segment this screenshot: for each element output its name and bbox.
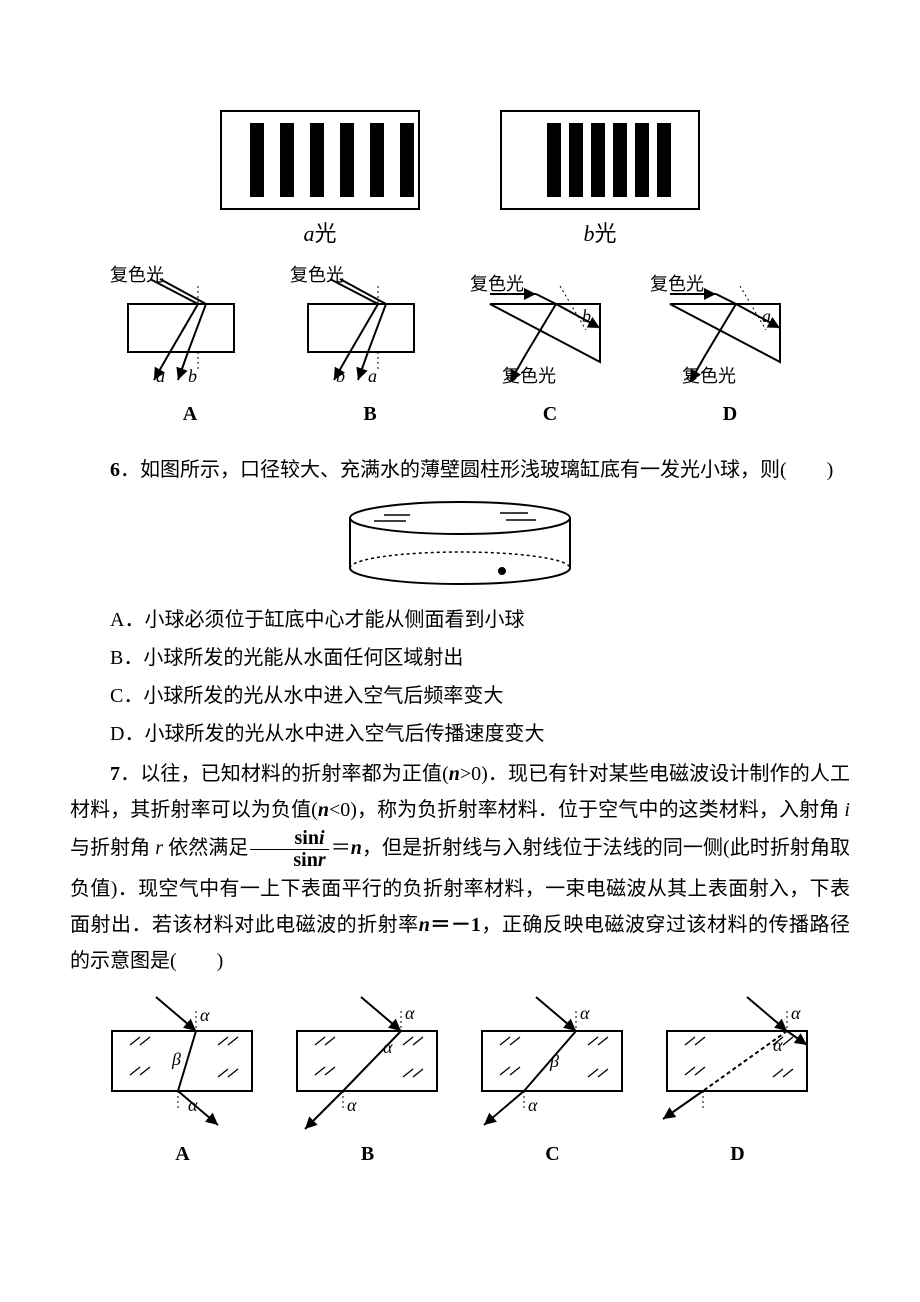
q7-text: 7．以往，已知材料的折射率都为正值(n>0)．现已有针对某些电磁波设计制作的人工… [70,756,850,979]
q5-svg-B: 复色光ba [290,264,450,394]
q7-svg-D: αα [655,989,820,1134]
svg-text:α: α [200,1005,210,1025]
q7-svg-A: α β α [100,989,265,1134]
fringe-a-cn: 光 [314,221,336,246]
svg-text:β: β [549,1051,559,1071]
fringe-a-caption: a光 [303,214,336,254]
q6-figure [70,498,850,588]
q5-label-C: C [543,396,557,432]
svg-text:α: α [580,1003,590,1023]
q7-label-B: B [361,1136,374,1172]
q5-option-B: 复色光ba B [290,264,450,432]
q5-label-A: A [183,396,197,432]
svg-text:a: a [156,366,165,386]
q6-opt-C: C．小球所发的光从水中进入空气后频率变大 [70,678,850,714]
q5-svg-A: 复色光ab [110,264,270,394]
svg-text:复色光: 复色光 [682,366,736,386]
fringe-b: b光 [500,110,700,254]
q5-option-A: 复色光ab A [110,264,270,432]
svg-text:α: α [791,1003,801,1023]
q5-svg-C: 复色光 b 复色光 [470,264,630,394]
q7-options-row: αβα A ααα B αβα C αα D [70,989,850,1172]
q5-svg-D: 复色光 a 复色光 [650,264,810,394]
svg-text:β: β [171,1049,181,1069]
fringe-b-caption: b光 [583,214,616,254]
svg-text:α: α [347,1095,357,1115]
svg-text:复色光: 复色光 [650,274,704,294]
svg-text:a: a [368,366,377,386]
q5-fringe-row: a光 b光 [70,110,850,254]
q6-cylinder-svg [330,498,590,588]
q6-body: ．如图所示，口径较大、充满水的薄壁圆柱形浅玻璃缸底有一发光小球，则( ) [120,459,833,481]
svg-text:a: a [762,306,771,326]
q7-option-A: α β α A [100,989,265,1172]
svg-text:b: b [582,306,591,326]
q6-opt-B: B．小球所发的光能从水面任何区域射出 [70,640,850,676]
fringe-a-svg [220,110,420,210]
q7-label-C: C [545,1136,559,1172]
q7-label-A: A [175,1136,189,1172]
svg-text:α: α [773,1035,783,1055]
svg-text:α: α [405,1003,415,1023]
q5-options-row: 复色光 a b A 复色光 b a B 复色光 b 复色光 C 复色光 a 复色光 D [70,264,850,432]
q5-label-B: B [363,396,376,432]
q7-num: 7 [110,763,120,785]
svg-text:b: b [336,366,345,386]
q7-label-D: D [730,1136,744,1172]
q7-option-C: α β α C [470,989,635,1172]
svg-text:复色光: 复色光 [502,366,556,386]
svg-text:α: α [528,1095,538,1115]
q7-option-B: ααα B [285,989,450,1172]
q7-frac: sinisinr [250,828,328,871]
fringe-a: a光 [220,110,420,254]
svg-text:b: b [188,366,197,386]
q7-svg-B: ααα [285,989,450,1134]
q6-opt-D: D．小球所发的光从水中进入空气后传播速度变大 [70,716,850,752]
q5-label-D: D [723,396,737,432]
q5-option-C: 复色光 b 复色光 C [470,264,630,432]
svg-text:α: α [383,1037,393,1057]
svg-text:复色光: 复色光 [470,274,524,294]
fringe-b-letter: b [583,221,594,246]
fringe-b-svg [500,110,700,210]
q7-svg-C: α β α [470,989,635,1134]
q6-text: 6．如图所示，口径较大、充满水的薄壁圆柱形浅玻璃缸底有一发光小球，则( ) [70,452,850,488]
q6-num: 6 [110,459,120,481]
fringe-b-cn: 光 [594,221,616,246]
q6-opt-A: A．小球必须位于缸底中心才能从侧面看到小球 [70,602,850,638]
fringe-a-letter: a [303,221,314,246]
svg-text:α: α [188,1095,198,1115]
q7-option-D: αα D [655,989,820,1172]
q5-option-D: 复色光 a 复色光 D [650,264,810,432]
